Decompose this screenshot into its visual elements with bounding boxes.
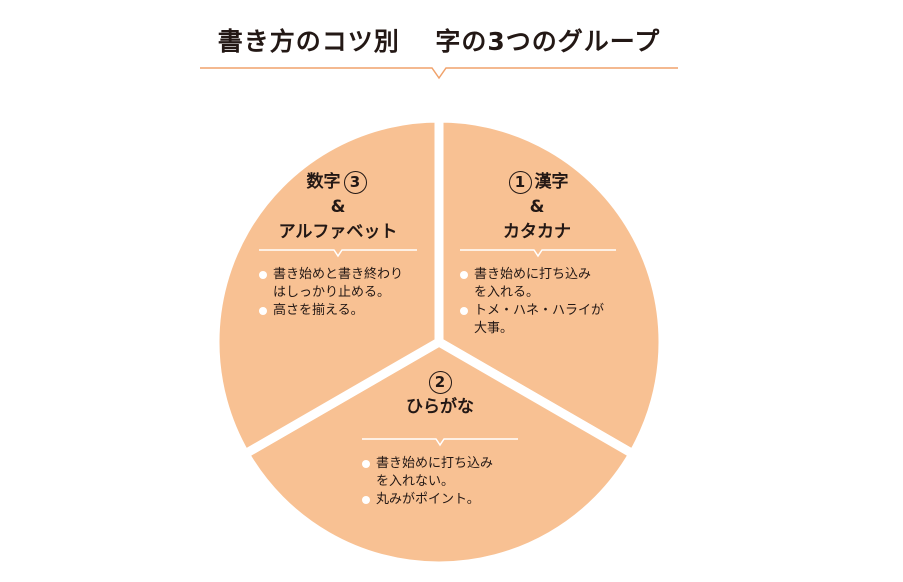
group-3-ampersand: & xyxy=(330,197,346,217)
group-2-name: ひらがな xyxy=(406,397,474,417)
group-3-note: 高さを揃える。 xyxy=(259,302,403,320)
group-1-notes: 書き始めに打ち込み を入れる。 トメ・ハネ・ハライが 大事。 xyxy=(460,266,604,338)
group-3-name: 数字 xyxy=(306,172,341,192)
group-2-notes: 書き始めに打ち込み を入れない。 丸みがポイント。 xyxy=(362,455,493,509)
group-1-note: 書き始めに打ち込み を入れる。 xyxy=(460,266,604,302)
group-2-label: 2 ひらがな xyxy=(380,370,500,420)
group-1-name: 漢字 xyxy=(534,172,569,192)
group-1-number: 1 xyxy=(508,170,532,194)
group-3-name-sub: アルファベット xyxy=(278,222,398,242)
title-underline xyxy=(200,67,678,80)
slice-numbers-alphabet xyxy=(210,113,444,459)
group-1-ampersand: & xyxy=(529,197,545,217)
group-2-note: 書き始めに打ち込み を入れない。 xyxy=(362,455,493,491)
group-1-label: 1 漢字 & カタカナ xyxy=(462,170,612,245)
divider-kanji xyxy=(460,249,616,258)
group-3-label: 数字 3 & アルファベット xyxy=(268,170,408,245)
group-3-notes: 書き始めと書き終わり はしっかり止める。 高さを揃える。 xyxy=(259,266,403,320)
bullet-icon xyxy=(362,496,370,504)
divider-alphabet xyxy=(259,249,417,258)
group-3-number: 3 xyxy=(343,170,367,194)
bullet-icon xyxy=(259,271,267,279)
group-1-note: トメ・ハネ・ハライが 大事。 xyxy=(460,302,604,338)
group-1-name-sub: カタカナ xyxy=(503,222,571,242)
group-2-number: 2 xyxy=(428,370,452,394)
divider-hiragana xyxy=(362,438,518,447)
bullet-icon xyxy=(259,307,267,315)
diagram-title: 書き方のコツ別 字の3つのグループ xyxy=(217,27,661,56)
bullet-icon xyxy=(460,307,468,315)
group-2-note: 丸みがポイント。 xyxy=(362,491,493,509)
group-3-note: 書き始めと書き終わり はしっかり止める。 xyxy=(259,266,403,302)
bullet-icon xyxy=(362,460,370,468)
bullet-icon xyxy=(460,271,468,279)
